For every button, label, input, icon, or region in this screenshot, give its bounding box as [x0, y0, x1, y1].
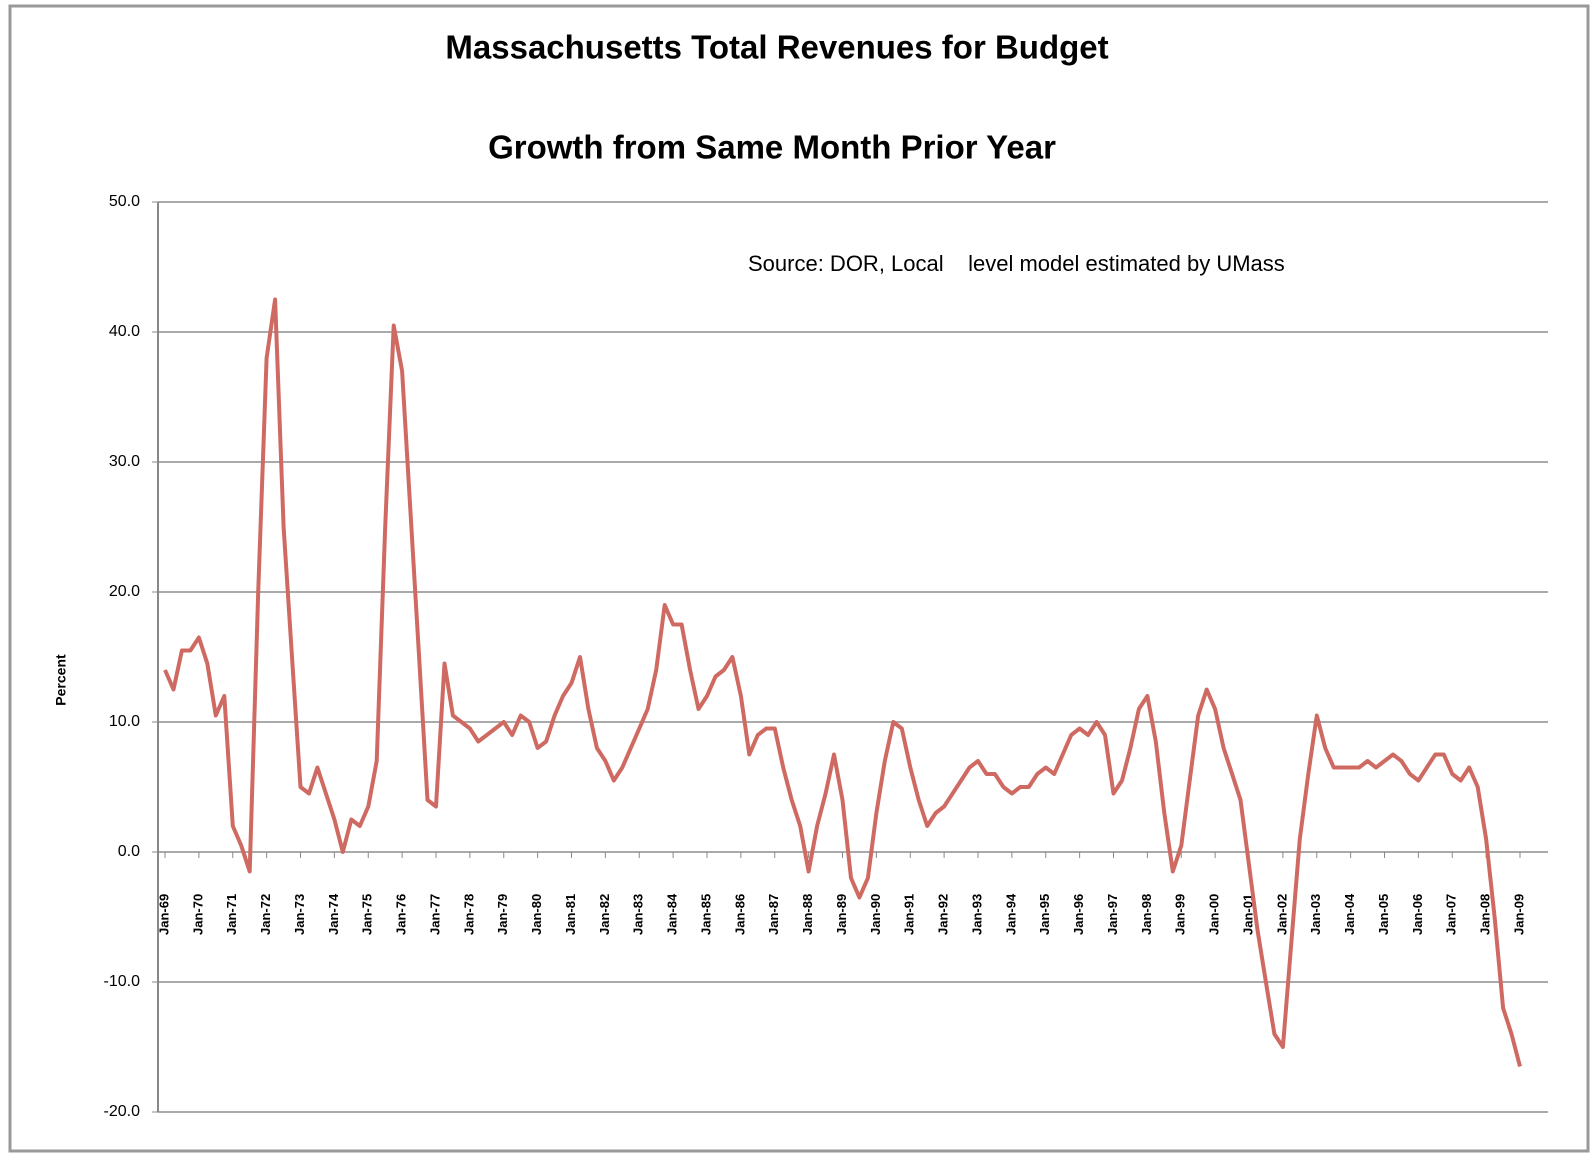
- x-tick-label: Jan-96: [1071, 894, 1086, 935]
- x-tick-label: Jan-70: [190, 894, 205, 935]
- x-tick-label: Jan-01: [1240, 894, 1255, 935]
- x-tick-label: Jan-97: [1105, 894, 1120, 935]
- x-tick-label: Jan-06: [1410, 894, 1425, 935]
- x-tick-label: Jan-85: [698, 894, 713, 935]
- x-tick-label: Jan-02: [1274, 894, 1289, 935]
- x-tick-label: Jan-92: [936, 894, 951, 935]
- y-tick-label: 0.0: [118, 843, 140, 860]
- x-tick-label: Jan-76: [394, 894, 409, 935]
- x-tick-label: Jan-89: [834, 894, 849, 935]
- annotation: Source: DOR, Local level model estimated…: [748, 251, 1285, 276]
- x-tick-label: Jan-74: [326, 893, 341, 935]
- x-tick-label: Jan-03: [1308, 894, 1323, 935]
- y-tick-label: 10.0: [109, 713, 140, 730]
- y-tick-label: -10.0: [104, 973, 141, 990]
- x-tick-label: Jan-80: [529, 894, 544, 935]
- x-tick-label: Jan-04: [1342, 893, 1357, 935]
- y-tick-label: 40.0: [109, 323, 140, 340]
- x-tick-label: Jan-82: [597, 894, 612, 935]
- y-tick-label: -20.0: [104, 1103, 141, 1120]
- y-tick-label: 20.0: [109, 583, 140, 600]
- x-tick-label: Jan-09: [1511, 894, 1526, 935]
- x-tick-label: Jan-75: [360, 894, 375, 935]
- y-tick-label: 50.0: [109, 193, 140, 210]
- x-tick-label: Jan-72: [258, 894, 273, 935]
- x-tick-label: Jan-99: [1173, 894, 1188, 935]
- chart-frame: [8, 4, 1590, 1153]
- x-tick-label: Jan-05: [1376, 894, 1391, 935]
- x-tick-label: Jan-91: [902, 894, 917, 935]
- x-tick-label: Jan-93: [969, 894, 984, 935]
- data-line: [163, 297, 1522, 1068]
- y-axis-label: Percent: [53, 654, 69, 706]
- y-tick-label: 30.0: [109, 453, 140, 470]
- x-tick-label: Jan-83: [631, 894, 646, 935]
- x-tick-label: Jan-81: [563, 894, 578, 935]
- x-tick-label: Jan-98: [1139, 894, 1154, 935]
- x-tick-label: Jan-71: [224, 894, 239, 935]
- x-tick-label: Jan-87: [766, 894, 781, 935]
- x-tick-label: Jan-86: [732, 894, 747, 935]
- chart-title: Massachusetts Total Revenues for Budget: [445, 29, 1108, 66]
- x-tick-label: Jan-95: [1037, 894, 1052, 935]
- x-tick-label: Jan-07: [1444, 894, 1459, 935]
- x-tick-label: Jan-88: [800, 894, 815, 935]
- x-tick-label: Jan-78: [461, 894, 476, 935]
- x-tick-label: Jan-94: [1003, 893, 1018, 935]
- x-tick-label: Jan-69: [156, 894, 171, 935]
- x-tick-label: Jan-84: [665, 893, 680, 935]
- x-tick-label: Jan-08: [1478, 894, 1493, 935]
- x-tick-label: Jan-73: [292, 894, 307, 935]
- x-tick-label: Jan-00: [1207, 894, 1222, 935]
- x-tick-label: Jan-79: [495, 894, 510, 935]
- chart-subtitle: Growth from Same Month Prior Year: [488, 129, 1056, 166]
- x-tick-label: Jan-77: [427, 894, 442, 935]
- x-tick-label: Jan-90: [868, 894, 883, 935]
